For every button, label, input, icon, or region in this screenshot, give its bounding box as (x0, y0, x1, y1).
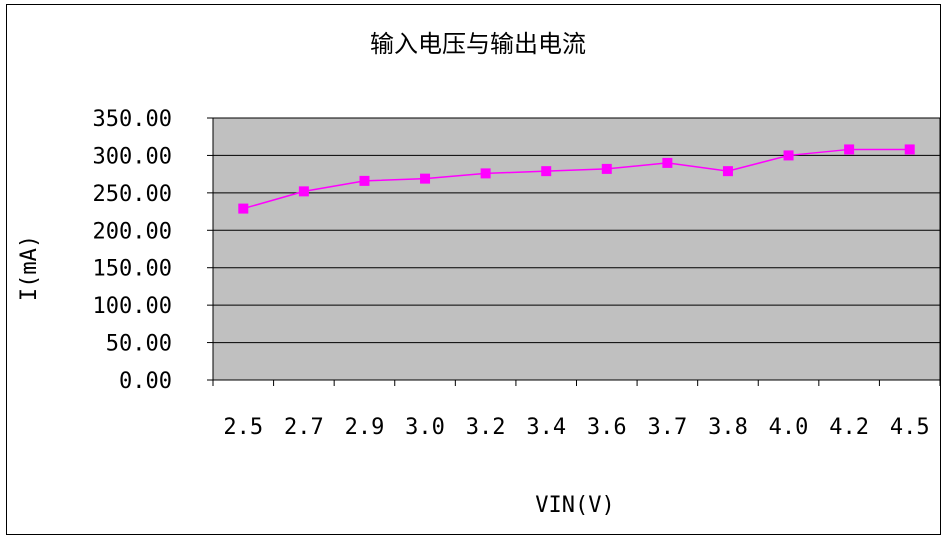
y-tick-label: 200.00 (93, 219, 172, 244)
data-point (904, 144, 915, 155)
data-point (420, 173, 431, 184)
x-tick-label: 2.9 (345, 415, 385, 440)
data-point (541, 166, 552, 177)
x-tick-label: 3.7 (648, 415, 688, 440)
y-tick-label: 0.00 (119, 369, 172, 394)
gridlines (213, 154, 940, 344)
x-tick-label: 3.0 (405, 415, 445, 440)
y-tick-label: 50.00 (106, 332, 172, 357)
y-tick-label: 250.00 (93, 182, 172, 207)
y-tick-label: 150.00 (93, 257, 172, 282)
data-point (662, 157, 673, 168)
y-axis-label: I(mA) (17, 235, 42, 301)
data-point (722, 166, 733, 177)
plot-area (212, 117, 941, 381)
data-point (783, 150, 794, 161)
x-axis-ticks: 2.5 2.7 2.9 3.0 3.2 3.4 3.6 3.7 3.8 4.0 4.2 4.5 (212, 380, 941, 440)
y-tick-label: 300.00 (93, 144, 172, 169)
y-axis-ticks: 0.00 50.00 100.00 150.00 200.00 250.00 300.00 3… (93, 107, 213, 394)
x-tick-label: 3.6 (587, 415, 627, 440)
x-tick-label: 2.7 (284, 415, 324, 440)
data-point (601, 163, 612, 174)
data-point (359, 175, 370, 186)
x-tick-label: 3.2 (466, 415, 506, 440)
data-point (844, 144, 855, 155)
x-tick-label: 3.4 (526, 415, 566, 440)
x-tick-label: 4.5 (890, 415, 930, 440)
y-tick-label: 100.00 (93, 294, 172, 319)
x-tick-label: 3.8 (708, 415, 748, 440)
x-tick-label: 4.0 (769, 415, 809, 440)
y-tick-label: 350.00 (93, 107, 172, 132)
series-line (243, 148, 910, 210)
data-point (238, 203, 249, 214)
data-point (298, 186, 309, 197)
x-tick-label: 4.2 (829, 415, 869, 440)
series-group (238, 144, 915, 214)
chart-title: 输入电压与输出电流 (370, 30, 586, 58)
x-axis-label: VIN(V) (535, 493, 614, 518)
x-tick-label: 2.5 (223, 415, 263, 440)
data-point (480, 168, 491, 179)
